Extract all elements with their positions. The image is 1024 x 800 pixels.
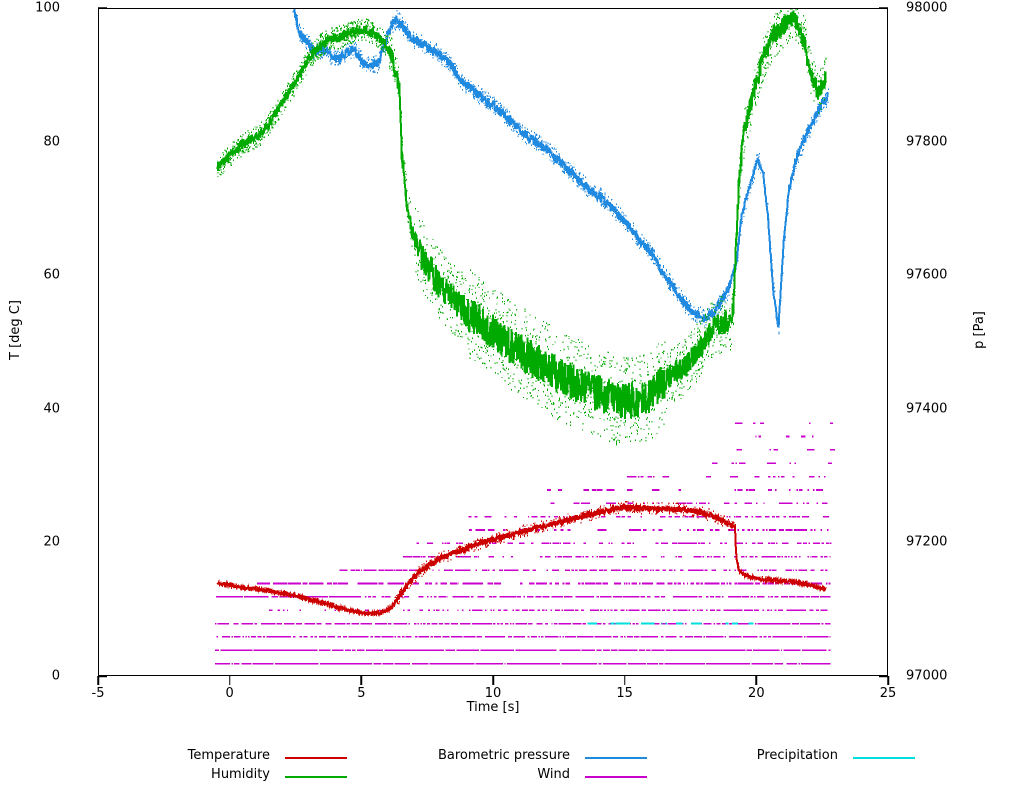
plot-area: [98, 8, 888, 676]
y-axis-left-tick-label: 20: [43, 534, 60, 550]
x-axis-tick-mark: [623, 676, 626, 685]
x-axis-tick-mark: [97, 676, 99, 685]
legend-swatch-humidity[interactable]: [285, 776, 347, 778]
y-axis-left-tick-label: 40: [43, 401, 60, 417]
series-humidity: [216, 9, 827, 446]
x-axis-tick-label: -5: [91, 686, 105, 701]
legend-label-humidity[interactable]: Humidity: [211, 767, 270, 782]
y-axis-left-tick-label: 0: [51, 668, 60, 684]
x-axis-tick-mark: [755, 676, 758, 685]
y-axis-left-tick-label: 80: [43, 134, 60, 150]
legend: Temperature Humidity Barometric pressure Wi…: [0, 748, 1024, 796]
y-axis-right-tick-label: 97200: [906, 534, 948, 550]
legend-label-temperature[interactable]: Temperature: [187, 748, 270, 763]
plot-canvas: [214, 9, 836, 665]
y-axis-right-tick-label: 98000: [906, 0, 948, 16]
series-barometric-pressure: [292, 9, 830, 335]
legend-swatch-wind[interactable]: [585, 776, 647, 778]
legend-label-barometric-pressure[interactable]: Barometric pressure: [437, 748, 570, 763]
y-axis-left-label: T [deg C]: [8, 300, 23, 360]
x-axis-label: Time [s]: [466, 700, 520, 715]
series-temperature: [216, 501, 827, 618]
y-axis-right-tick-label: 97400: [906, 401, 948, 417]
x-axis-tick-mark: [887, 676, 889, 685]
y-axis-right-label: p [Pa]: [972, 311, 987, 349]
legend-label-wind[interactable]: Wind: [537, 767, 570, 782]
y-axis-left-tick-mark: [98, 675, 107, 677]
x-axis-tick-mark: [492, 676, 494, 685]
legend-swatch-temperature[interactable]: [285, 757, 347, 759]
y-axis-left-tick-label: 60: [43, 267, 60, 283]
legend-label-precipitation[interactable]: Precipitation: [756, 748, 838, 763]
y-axis-right-tick-label: 97000: [906, 668, 948, 684]
legend-swatch-barometric-pressure[interactable]: [585, 757, 647, 759]
x-axis-tick-label: 15: [616, 686, 633, 701]
x-axis-tick-label: 20: [748, 686, 765, 701]
legend-swatch-precipitation[interactable]: [853, 757, 915, 759]
y-axis-right-tick-label: 97600: [906, 267, 948, 283]
x-axis-tick-label: 25: [879, 686, 897, 701]
y-axis-right-tick-label: 97800: [906, 134, 948, 150]
x-axis-tick-label: 0: [225, 686, 234, 701]
x-axis-tick-mark: [228, 676, 231, 685]
x-axis-tick-label: 5: [357, 686, 366, 701]
y-axis-left-tick-label: 100: [35, 0, 60, 16]
x-axis-tick-mark: [360, 676, 363, 685]
x-axis-tick-label: 10: [484, 686, 502, 701]
series-wind: [214, 422, 836, 665]
y-axis-right-tick-mark: [879, 675, 888, 677]
